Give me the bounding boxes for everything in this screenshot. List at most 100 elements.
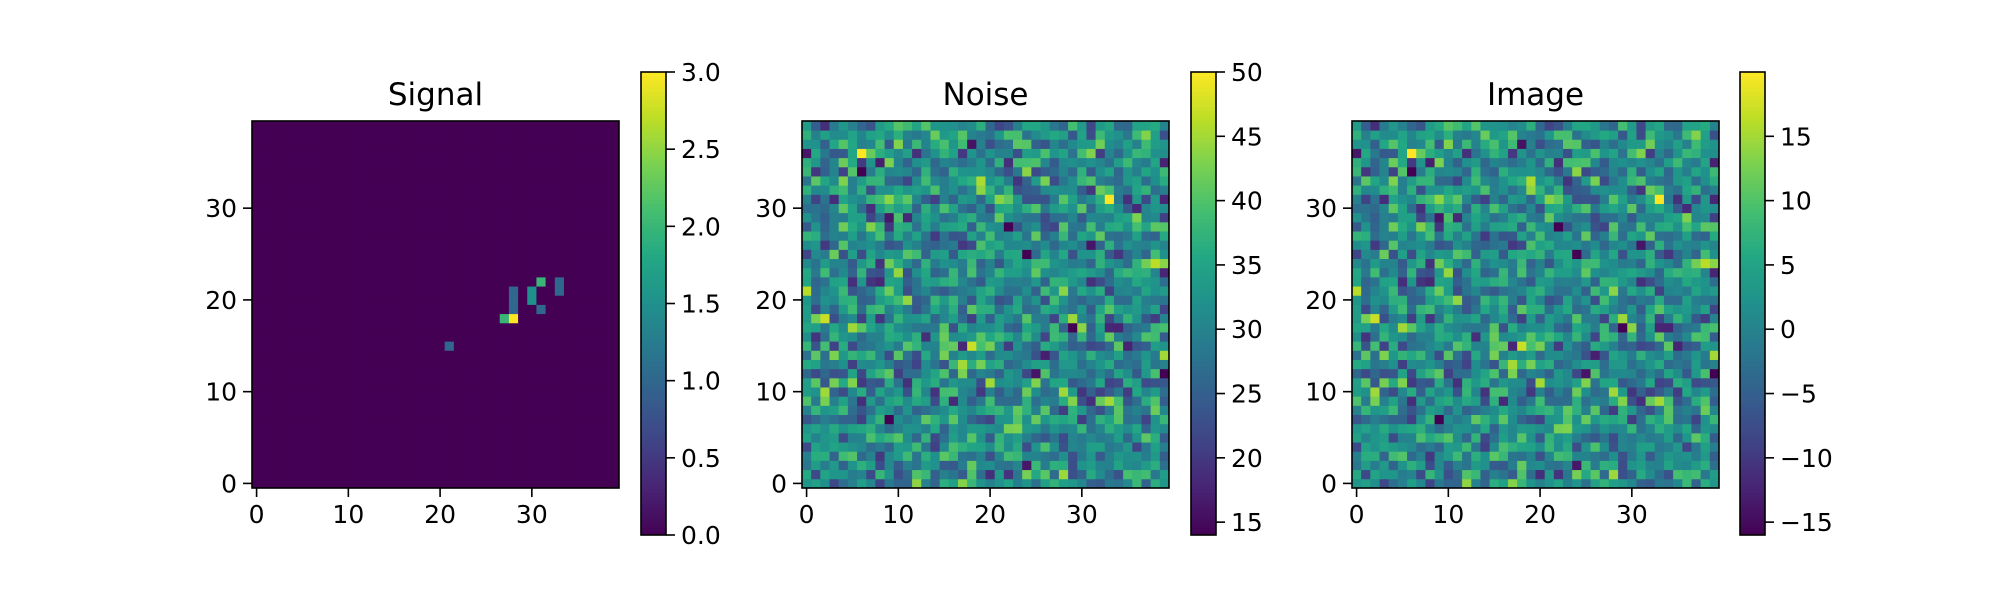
heatmap-cell xyxy=(536,176,546,186)
heatmap-cell xyxy=(1572,249,1582,260)
heatmap-cell xyxy=(1141,350,1152,360)
heatmap-cell xyxy=(820,414,830,425)
heatmap-cell xyxy=(1352,469,1362,480)
heatmap-cell xyxy=(1003,212,1014,223)
heatmap-cell xyxy=(1086,203,1096,214)
heatmap-cell xyxy=(811,166,821,177)
heatmap-cell xyxy=(1379,185,1390,195)
heatmap-cell xyxy=(1517,359,1527,370)
heatmap-cell xyxy=(270,460,280,471)
heatmap-cell xyxy=(875,478,885,489)
heatmap-cell xyxy=(1645,341,1656,351)
colorbar-segment xyxy=(1191,118,1216,123)
heatmap-cell xyxy=(1526,267,1536,278)
heatmap-cell xyxy=(518,258,528,269)
heatmap-cell xyxy=(371,478,381,489)
heatmap-cell xyxy=(463,414,473,425)
heatmap-cell xyxy=(1526,240,1536,250)
heatmap-cell xyxy=(893,451,904,461)
heatmap-cell xyxy=(1443,157,1454,168)
heatmap-cell xyxy=(417,405,427,416)
heatmap-cell xyxy=(1480,258,1491,269)
heatmap-cell xyxy=(426,286,436,296)
heatmap-cell xyxy=(1498,432,1509,443)
heatmap-cell xyxy=(857,295,867,305)
heatmap-cell xyxy=(1086,166,1096,177)
heatmap-cell xyxy=(1709,387,1720,397)
heatmap-cell xyxy=(1361,212,1371,223)
heatmap-cell xyxy=(288,341,299,351)
heatmap-cell xyxy=(1581,313,1591,324)
heatmap-cell xyxy=(1709,240,1720,250)
heatmap-cell xyxy=(1123,221,1133,232)
heatmap-cell xyxy=(1095,478,1106,489)
heatmap-cell xyxy=(1535,203,1546,214)
heatmap-cell xyxy=(1581,148,1591,159)
heatmap-cell xyxy=(582,157,592,168)
heatmap-cell xyxy=(893,405,904,416)
heatmap-cell xyxy=(1663,185,1674,195)
colorbar-segment xyxy=(641,430,666,436)
heatmap-cell xyxy=(1709,276,1720,287)
heatmap-cell xyxy=(527,396,537,406)
heatmap-cell xyxy=(1049,341,1060,351)
heatmap-cell xyxy=(829,432,840,443)
colorbar-segment xyxy=(1191,203,1216,208)
heatmap-cell xyxy=(1077,304,1087,315)
heatmap-cell xyxy=(1123,432,1133,443)
heatmap-cell xyxy=(939,313,950,324)
heatmap-cell xyxy=(1636,148,1646,159)
heatmap-cell xyxy=(1058,212,1069,223)
heatmap-cell xyxy=(1150,221,1161,232)
heatmap-cell xyxy=(1150,414,1161,425)
heatmap-cell xyxy=(398,432,409,443)
heatmap-cell xyxy=(1425,176,1435,186)
heatmap-cell xyxy=(985,240,996,250)
heatmap-cell xyxy=(838,148,849,159)
heatmap-cell xyxy=(527,460,537,471)
heatmap-cell xyxy=(554,249,565,260)
heatmap-cell xyxy=(930,157,941,168)
heatmap-cell xyxy=(811,341,821,351)
heatmap-cell xyxy=(499,258,510,269)
heatmap-cell xyxy=(435,166,446,177)
heatmap-cell xyxy=(967,405,977,416)
heatmap-cell xyxy=(1434,359,1445,370)
heatmap-cell xyxy=(371,423,381,434)
heatmap-cell xyxy=(1058,304,1069,315)
heatmap-cell xyxy=(1563,249,1573,260)
heatmap-cell xyxy=(1599,405,1610,416)
heatmap-cell xyxy=(1544,276,1555,287)
heatmap-cell xyxy=(921,240,931,250)
heatmap-cell xyxy=(1040,460,1051,471)
heatmap-cell xyxy=(463,432,473,443)
heatmap-cell xyxy=(536,121,546,131)
heatmap-cell xyxy=(1636,469,1646,480)
heatmap-cell xyxy=(600,313,611,324)
heatmap-cell xyxy=(490,322,501,333)
heatmap-cell xyxy=(1443,460,1454,471)
heatmap-cell xyxy=(912,258,922,269)
heatmap-cell xyxy=(252,185,262,195)
heatmap-cell xyxy=(1022,249,1032,260)
heatmap-cell xyxy=(444,249,455,260)
heatmap-cell xyxy=(453,276,464,287)
heatmap-cell xyxy=(957,405,968,416)
heatmap-cell xyxy=(967,313,977,324)
heatmap-cell xyxy=(930,423,941,434)
heatmap-cell xyxy=(472,212,482,223)
heatmap-cell xyxy=(1553,432,1564,443)
heatmap-cell xyxy=(921,221,931,232)
heatmap-cell xyxy=(1388,451,1399,461)
heatmap-cell xyxy=(582,469,592,480)
heatmap-cell xyxy=(1691,350,1702,360)
heatmap-cell xyxy=(600,423,611,434)
heatmap-cell xyxy=(857,221,867,232)
heatmap-cell xyxy=(884,276,895,287)
heatmap-cell xyxy=(316,166,326,177)
heatmap-cell xyxy=(1489,166,1500,177)
heatmap-cell xyxy=(481,350,491,360)
colorbar-segment xyxy=(641,141,666,146)
heatmap-cell xyxy=(820,267,830,278)
heatmap-cell xyxy=(1654,267,1665,278)
